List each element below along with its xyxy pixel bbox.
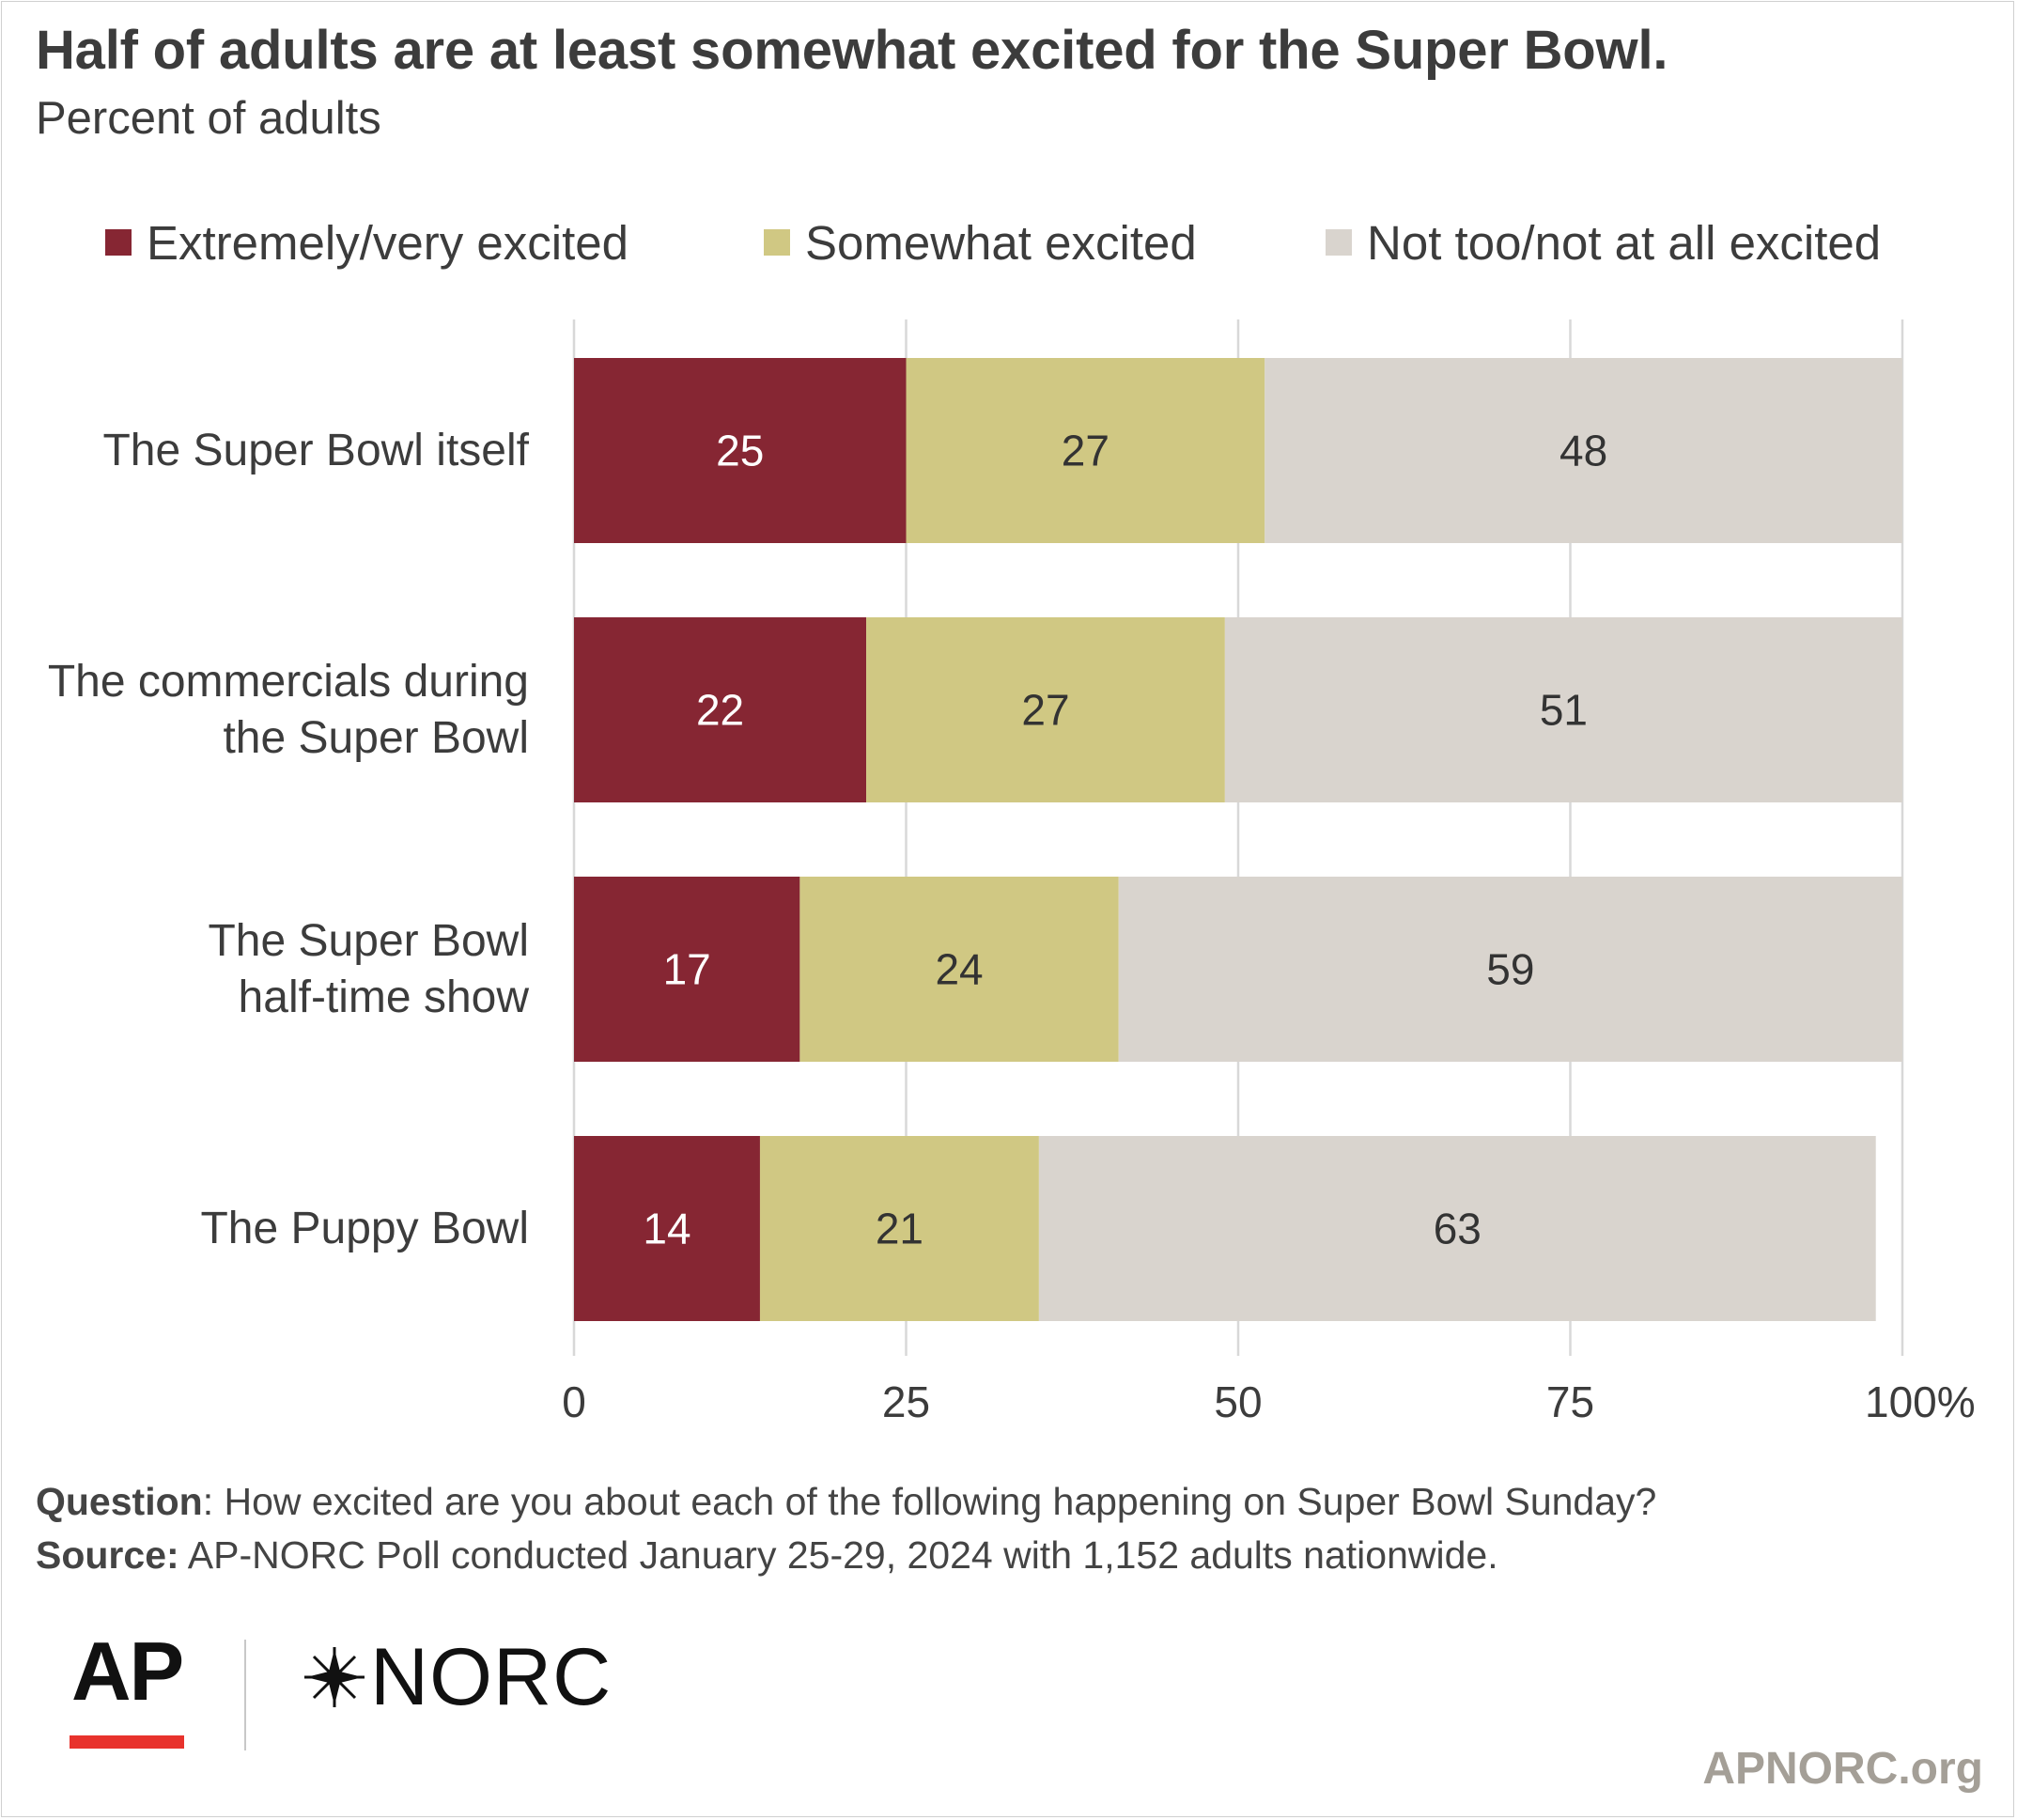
stacked-bar-chart: 25 27 48 The Super Bowl itself 22 27 51 The com… (48, 319, 1976, 1426)
data-label: 14 (643, 1205, 690, 1253)
legend-label: Not too/not at all excited (1367, 215, 1882, 270)
legend-item-not-too: Not too/not at all excited (1326, 214, 1881, 271)
data-label: 48 (1559, 427, 1607, 475)
x-tick-label: 50 (1214, 1377, 1262, 1426)
ap-logo: AP (71, 1625, 184, 1718)
bar-segment (574, 877, 800, 1062)
source-label: Source: (36, 1533, 179, 1577)
category-label: The Puppy Bowl (200, 1204, 529, 1253)
category-label: The Super Bowl (208, 916, 529, 966)
category-label: The Super Bowl itself (102, 426, 529, 475)
norc-logo: NORC (299, 1630, 612, 1724)
legend-item-somewhat: Somewhat excited (764, 214, 1197, 271)
data-label: 24 (935, 945, 983, 994)
data-label: 27 (1062, 427, 1109, 475)
data-label: 25 (716, 427, 764, 475)
bar-segment (574, 1136, 760, 1321)
bar-segment (866, 617, 1225, 802)
category-label: half-time show (239, 972, 530, 1022)
chart-subtitle: Percent of adults (36, 93, 381, 144)
category-label: the Super Bowl (223, 713, 529, 763)
logo-divider (244, 1640, 246, 1750)
bar-segment (759, 1136, 1039, 1321)
bar-segment (1038, 1136, 1876, 1321)
chart-title: Half of adults are at least somewhat exc… (36, 20, 1668, 81)
x-tick-label: 25 (882, 1377, 930, 1426)
chart-notes: Question: How excited are you about each… (36, 1475, 1656, 1582)
bar-segment (906, 358, 1265, 543)
data-label: 59 (1486, 945, 1534, 994)
site-url: APNORC.org (1702, 1744, 1983, 1794)
question-text: : How excited are you about each of the … (202, 1480, 1657, 1523)
x-tick-label: 75 (1546, 1377, 1594, 1426)
ap-logo-underline (70, 1735, 184, 1749)
bar-segment (1118, 877, 1902, 1062)
question-note: Question: How excited are you about each… (36, 1475, 1656, 1529)
source-note: Source: AP-NORC Poll conducted January 2… (36, 1529, 1656, 1582)
legend-swatch (764, 229, 790, 256)
source-text: AP-NORC Poll conducted January 25-29, 20… (178, 1533, 1498, 1577)
legend: Extremely/very excited Somewhat excited … (0, 214, 2017, 271)
bar-segment (799, 877, 1119, 1062)
bar-segment (574, 358, 907, 543)
legend-swatch (1326, 229, 1352, 256)
bar-segment (574, 617, 867, 802)
bar-segment (1224, 617, 1902, 802)
data-label: 63 (1434, 1205, 1482, 1253)
legend-label: Somewhat excited (805, 215, 1197, 270)
norc-star-icon (304, 1647, 365, 1707)
category-label: The commercials during (48, 657, 529, 707)
norc-wordmark: NORC (370, 1632, 613, 1722)
legend-swatch (105, 229, 132, 256)
data-label: 17 (663, 945, 711, 994)
legend-item-extremely-very: Extremely/very excited (105, 214, 628, 271)
bar-segment (1265, 358, 1902, 543)
data-label: 51 (1540, 686, 1588, 735)
data-label: 21 (876, 1205, 923, 1253)
data-label: 27 (1021, 686, 1069, 735)
x-tick-label: 100% (1865, 1377, 1976, 1426)
question-label: Question (36, 1480, 203, 1523)
legend-label: Extremely/very excited (147, 215, 628, 270)
data-label: 22 (696, 686, 744, 735)
x-tick-label: 0 (562, 1377, 586, 1426)
